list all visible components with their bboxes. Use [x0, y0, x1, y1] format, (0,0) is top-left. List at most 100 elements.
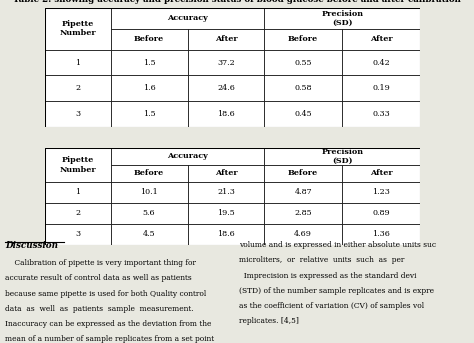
Text: Imprecision is expressed as the standard devi: Imprecision is expressed as the standard…	[239, 272, 417, 280]
Bar	[188, 29, 264, 50]
Bar	[110, 50, 188, 75]
Text: Pipette
Number: Pipette Number	[60, 20, 96, 37]
Bar	[342, 75, 420, 101]
Bar	[110, 8, 264, 29]
Text: Accuracy: Accuracy	[167, 14, 208, 22]
Text: 0.33: 0.33	[372, 110, 390, 118]
Text: Before: Before	[288, 35, 318, 43]
Bar	[188, 224, 264, 245]
Text: Precision
(SD): Precision (SD)	[321, 148, 363, 165]
Text: replicates. [4,5]: replicates. [4,5]	[239, 317, 299, 325]
Bar	[342, 165, 420, 182]
Bar	[45, 8, 110, 50]
Text: 3: 3	[75, 230, 81, 238]
Text: After: After	[215, 35, 237, 43]
Text: 24.6: 24.6	[217, 84, 235, 92]
Text: 2: 2	[75, 210, 81, 217]
Text: 4.5: 4.5	[143, 230, 155, 238]
Bar	[45, 224, 110, 245]
Bar	[110, 165, 188, 182]
Bar	[45, 148, 110, 182]
Text: 18.6: 18.6	[217, 110, 235, 118]
Text: 1: 1	[75, 188, 81, 197]
Text: Before: Before	[288, 169, 318, 177]
Text: Calibration of pipette is very important thing for: Calibration of pipette is very important…	[5, 259, 196, 267]
Text: 2: 2	[75, 84, 81, 92]
Bar	[264, 148, 420, 165]
Text: After: After	[370, 169, 392, 177]
Text: Accuracy: Accuracy	[167, 153, 208, 161]
Bar	[188, 101, 264, 127]
Bar	[342, 182, 420, 203]
Text: 1.6: 1.6	[143, 84, 155, 92]
Text: 0.45: 0.45	[294, 110, 312, 118]
Text: 2.85: 2.85	[294, 210, 312, 217]
Text: Pipette
Number: Pipette Number	[60, 156, 96, 174]
Text: Discussion: Discussion	[5, 241, 58, 250]
Bar	[264, 75, 342, 101]
Text: After: After	[215, 169, 237, 177]
Bar	[188, 203, 264, 224]
Bar	[110, 101, 188, 127]
Bar	[342, 29, 420, 50]
Bar	[45, 182, 110, 203]
Bar	[110, 75, 188, 101]
Text: mean of a number of sample replicates from a set point: mean of a number of sample replicates fr…	[5, 335, 214, 343]
Text: Before: Before	[134, 35, 164, 43]
Text: Before: Before	[134, 169, 164, 177]
Text: 0.19: 0.19	[372, 84, 390, 92]
Text: 0.58: 0.58	[294, 84, 312, 92]
Bar	[110, 203, 188, 224]
Text: After: After	[370, 35, 392, 43]
Text: 3: 3	[75, 110, 81, 118]
Text: 1.5: 1.5	[143, 110, 155, 118]
Text: 5.6: 5.6	[143, 210, 155, 217]
Bar	[264, 165, 342, 182]
Text: 21.3: 21.3	[217, 188, 235, 197]
Text: because same pipette is used for both Quality control: because same pipette is used for both Qu…	[5, 289, 206, 297]
Text: 4.87: 4.87	[294, 188, 312, 197]
Bar	[45, 75, 110, 101]
Bar	[188, 182, 264, 203]
Bar	[45, 50, 110, 75]
Bar	[342, 50, 420, 75]
Text: 37.2: 37.2	[217, 59, 235, 67]
Bar	[45, 203, 110, 224]
Bar	[110, 29, 188, 50]
Text: 1.36: 1.36	[372, 230, 390, 238]
Bar	[264, 101, 342, 127]
Bar	[45, 101, 110, 127]
Text: 1.23: 1.23	[372, 188, 390, 197]
Text: 0.55: 0.55	[294, 59, 312, 67]
Bar	[342, 101, 420, 127]
Text: 1.5: 1.5	[143, 59, 155, 67]
Text: volume and is expressed in either absolute units suc: volume and is expressed in either absolu…	[239, 241, 437, 249]
Bar	[110, 148, 264, 165]
Text: 4.69: 4.69	[294, 230, 312, 238]
Text: 0.89: 0.89	[372, 210, 390, 217]
Bar	[264, 182, 342, 203]
Bar	[264, 203, 342, 224]
Bar	[342, 224, 420, 245]
Bar	[264, 224, 342, 245]
Text: 0.42: 0.42	[372, 59, 390, 67]
Text: data  as  well  as  patients  sample  measurement.: data as well as patients sample measurem…	[5, 305, 193, 313]
Bar	[342, 203, 420, 224]
Bar	[264, 50, 342, 75]
Text: as the coefficient of variation (CV) of samples vol: as the coefficient of variation (CV) of …	[239, 302, 425, 310]
Bar	[188, 75, 264, 101]
Text: Inaccuracy can be expressed as the deviation from the: Inaccuracy can be expressed as the devia…	[5, 320, 211, 328]
Bar	[110, 182, 188, 203]
Text: 10.1: 10.1	[140, 188, 158, 197]
Text: 18.6: 18.6	[217, 230, 235, 238]
Text: microliters,  or  relative  units  such  as  per: microliters, or relative units such as p…	[239, 257, 405, 264]
Bar	[110, 224, 188, 245]
Text: accurate result of control data as well as patients: accurate result of control data as well …	[5, 274, 191, 282]
Bar	[264, 29, 342, 50]
Text: (STD) of the number sample replicates and is expre: (STD) of the number sample replicates an…	[239, 287, 434, 295]
Text: Table 2: showing accuracy and precision status of blood glucose before and after: Table 2: showing accuracy and precision …	[13, 0, 461, 3]
Text: Precision
(SD): Precision (SD)	[321, 10, 363, 27]
Bar	[264, 8, 420, 29]
Text: 19.5: 19.5	[217, 210, 235, 217]
Bar	[188, 165, 264, 182]
